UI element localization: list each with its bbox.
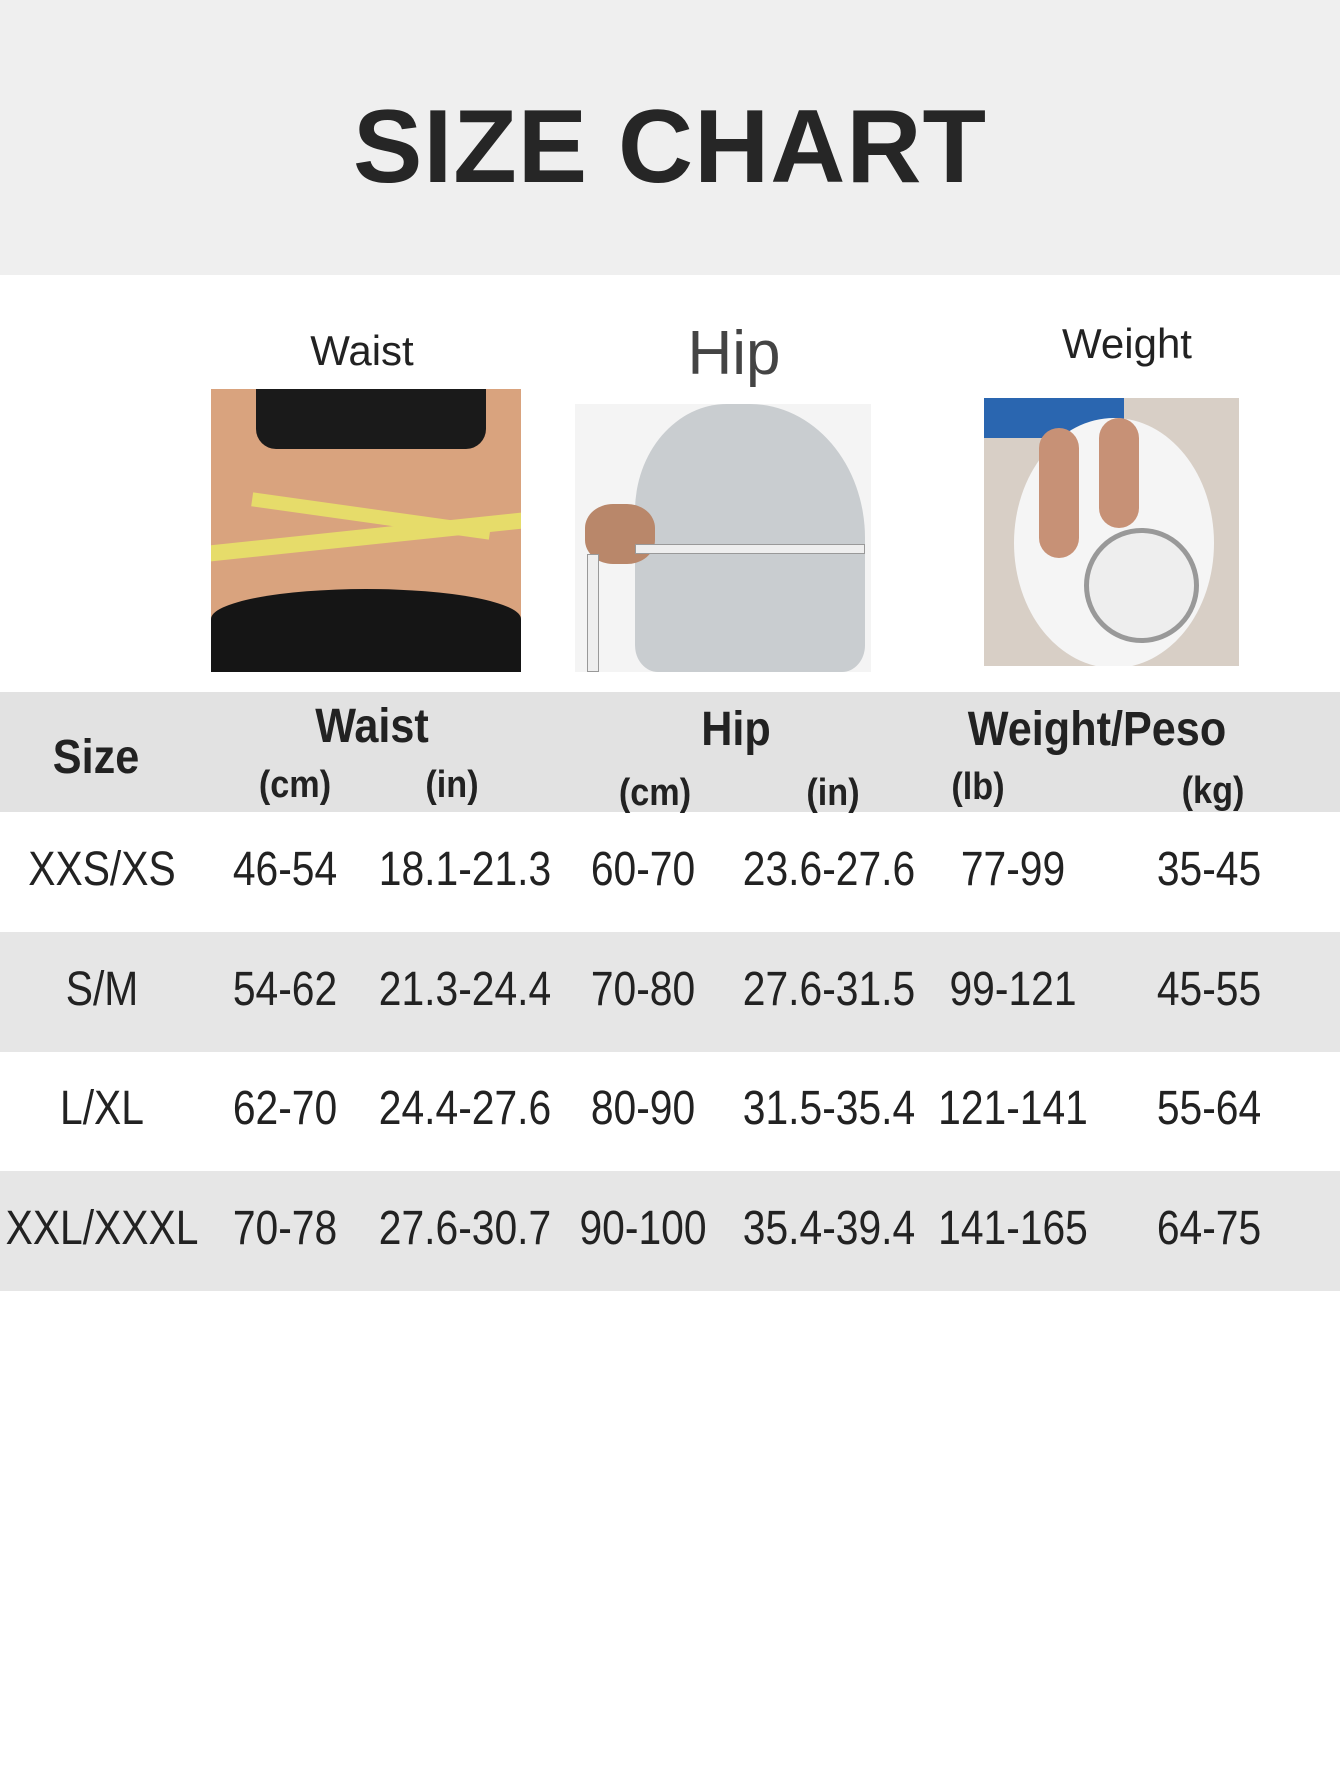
header-waist: Waist (315, 700, 429, 753)
header-size: Size (52, 731, 140, 784)
cell-hip-cm: 60-70 (590, 843, 696, 896)
cell-lb: 141-165 (938, 1201, 1088, 1255)
cell-waist-cm: 54-62 (232, 962, 338, 1016)
cell-waist-in: 24.4-27.6 (378, 1082, 552, 1135)
cell-kg: 55-64 (1156, 1082, 1262, 1135)
header-weight: Weight/Peso (967, 703, 1227, 756)
cell-size: XXS/XS (28, 843, 176, 896)
cell-waist-in: 27.6-30.7 (378, 1201, 552, 1255)
cell-waist-in: 21.3-24.4 (378, 962, 552, 1016)
cell-hip-cm: 70-80 (590, 962, 696, 1016)
table-row: L/XL 62-70 24.4-27.6 80-90 31.5-35.4 121-141 5… (0, 1051, 1340, 1171)
cell-hip-in: 27.6-31.5 (742, 962, 916, 1016)
cell-waist-cm: 70-78 (232, 1201, 338, 1255)
table-row: XXL/XXXL 70-78 27.6-30.7 90-100 35.4-39.4 141… (0, 1170, 1340, 1291)
cell-kg: 35-45 (1156, 843, 1262, 896)
table-header: Size Waist Hip Weight/Peso (cm) (in) (cm… (0, 692, 1340, 814)
cell-hip-cm: 80-90 (590, 1082, 696, 1135)
weight-photo-label: Weight (1062, 320, 1192, 367)
cell-hip-cm: 90-100 (579, 1201, 707, 1255)
unit-hip-cm: (cm) (618, 772, 692, 814)
hip-photo-label: Hip (687, 319, 781, 388)
unit-waist-in: (in) (425, 764, 479, 806)
header-hip: Hip (701, 703, 771, 756)
hip-measure-photo (575, 404, 871, 672)
cell-lb: 99-121 (949, 962, 1077, 1016)
unit-lb: (lb) (951, 766, 1005, 808)
title-band (0, 0, 1340, 275)
cell-waist-cm: 62-70 (232, 1082, 338, 1135)
unit-kg: (kg) (1181, 770, 1245, 812)
cell-size: S/M (65, 962, 139, 1016)
unit-hip-in: (in) (806, 772, 860, 814)
cell-lb: 77-99 (960, 843, 1066, 896)
table-row: XXS/XS 46-54 18.1-21.3 60-70 23.6-27.6 77-99 3… (0, 812, 1340, 932)
weight-scale-photo (984, 398, 1239, 666)
cell-kg: 64-75 (1156, 1201, 1262, 1255)
cell-hip-in: 23.6-27.6 (742, 843, 916, 896)
cell-hip-in: 35.4-39.4 (742, 1201, 916, 1255)
page-title: SIZE CHART (353, 89, 987, 205)
cell-kg: 45-55 (1156, 962, 1262, 1016)
cell-size: L/XL (60, 1082, 144, 1135)
cell-size: XXL/XXXL (5, 1201, 199, 1255)
cell-hip-in: 31.5-35.4 (742, 1082, 916, 1135)
cell-lb: 121-141 (938, 1082, 1088, 1135)
waist-measure-photo (211, 389, 521, 672)
waist-photo-label: Waist (310, 327, 414, 374)
cell-waist-cm: 46-54 (232, 843, 338, 896)
unit-waist-cm: (cm) (258, 764, 332, 806)
table-row: S/M 54-62 21.3-24.4 70-80 27.6-31.5 99-121 45-… (0, 931, 1340, 1052)
cell-waist-in: 18.1-21.3 (378, 843, 552, 896)
